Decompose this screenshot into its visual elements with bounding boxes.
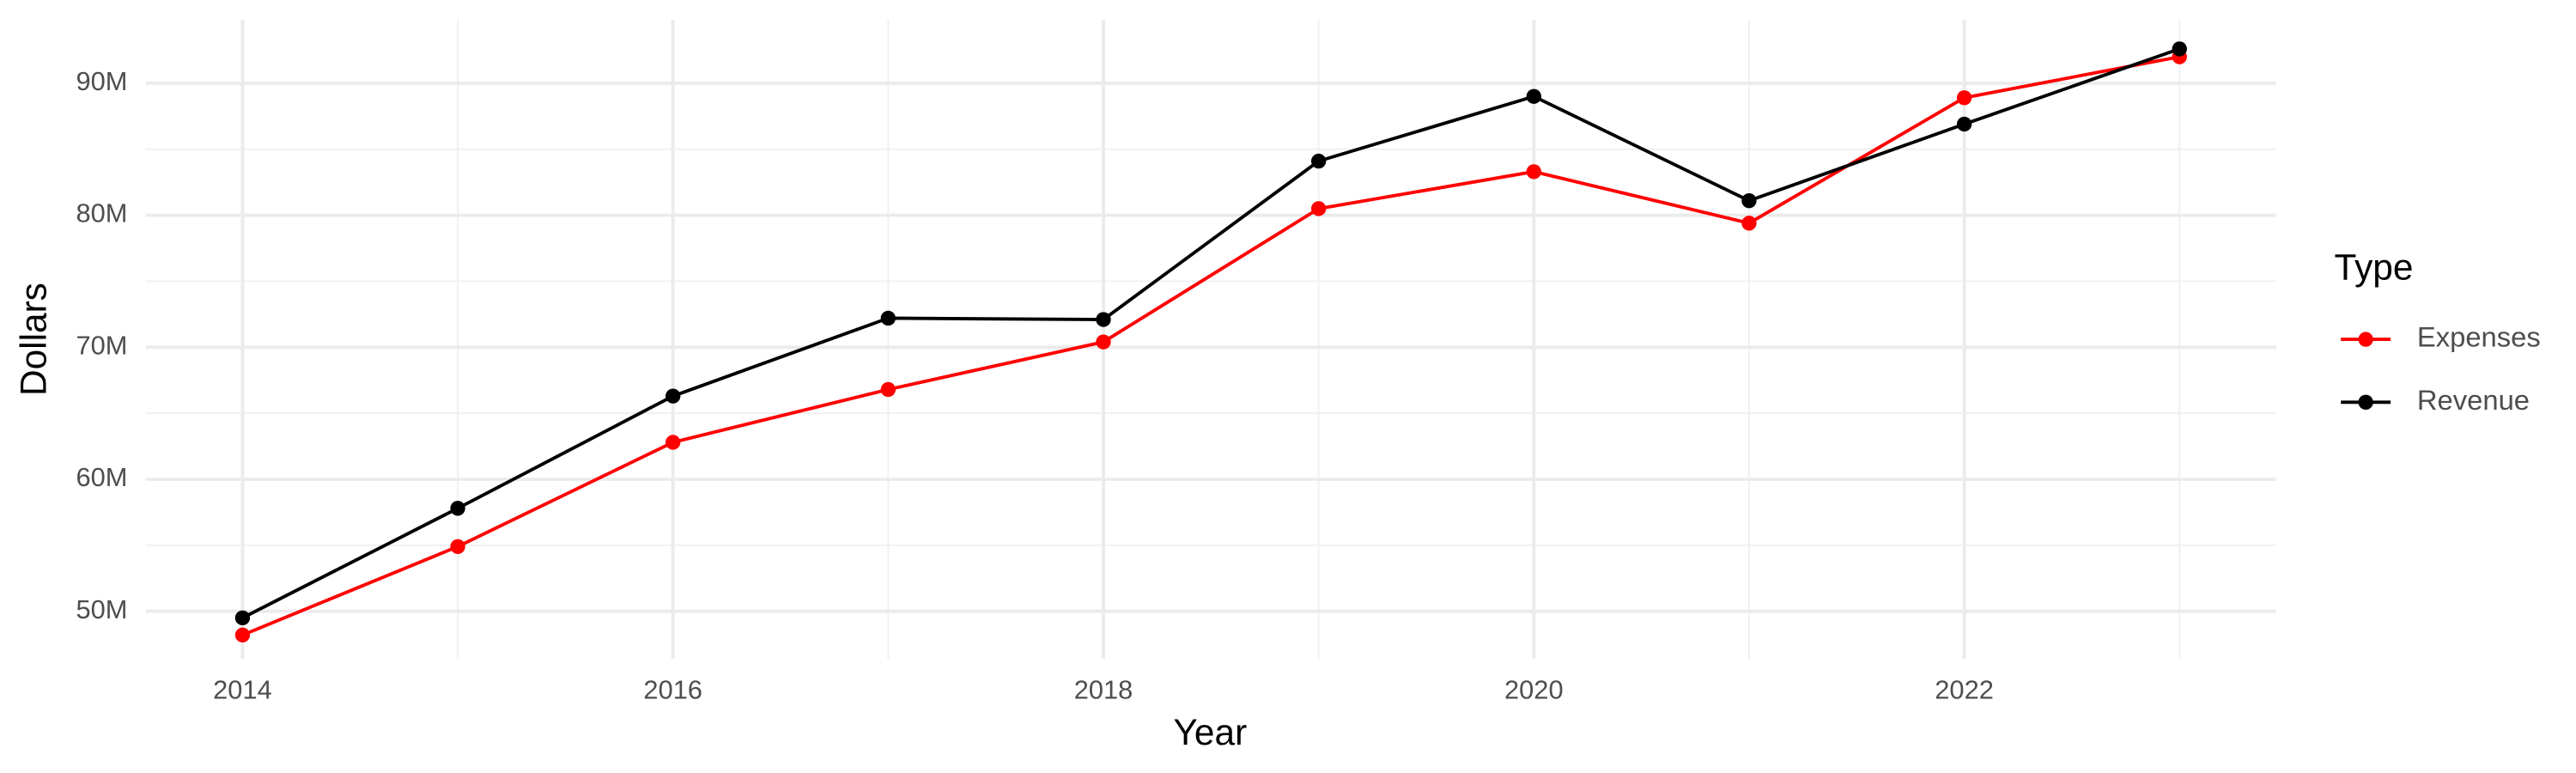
data-point xyxy=(450,539,465,555)
data-point xyxy=(1096,334,1111,350)
data-point xyxy=(665,435,681,450)
series-line xyxy=(241,55,2180,637)
data-point xyxy=(1526,164,1541,180)
legend-label: Revenue xyxy=(2417,384,2530,416)
data-point xyxy=(1310,153,1327,169)
x-tick-label: 2014 xyxy=(213,675,272,705)
series-line xyxy=(241,47,2180,620)
x-tick-label: 2016 xyxy=(643,675,702,705)
data-point xyxy=(1526,88,1541,104)
legend-title: Type xyxy=(2335,247,2414,287)
data-point xyxy=(1956,90,1972,106)
data-point xyxy=(1096,312,1111,327)
y-tick-label: 70M xyxy=(76,330,127,360)
data-point xyxy=(1956,116,1972,132)
data-point xyxy=(880,381,896,398)
legend-marker xyxy=(2358,394,2373,410)
data-point xyxy=(2172,41,2187,57)
x-tick-label: 2022 xyxy=(1935,675,1994,705)
y-tick-label: 50M xyxy=(76,594,127,624)
data-point xyxy=(234,610,251,626)
y-tick-label: 60M xyxy=(76,462,127,492)
data-point xyxy=(1741,193,1757,209)
data-point xyxy=(1741,216,1757,231)
y-tick-label: 90M xyxy=(76,66,127,96)
data-point xyxy=(234,627,251,643)
legend-marker xyxy=(2358,332,2373,347)
x-tick-label: 2020 xyxy=(1504,675,1564,705)
data-point xyxy=(450,501,465,516)
data-point xyxy=(880,310,896,326)
y-tick-label: 80M xyxy=(76,198,127,228)
y-axis-title: Dollars xyxy=(14,283,54,396)
data-point xyxy=(665,388,681,404)
x-tick-label: 2018 xyxy=(1074,675,1133,705)
data-point xyxy=(1310,201,1327,216)
x-axis-title: Year xyxy=(1174,712,1248,752)
legend-label: Expenses xyxy=(2417,321,2541,353)
